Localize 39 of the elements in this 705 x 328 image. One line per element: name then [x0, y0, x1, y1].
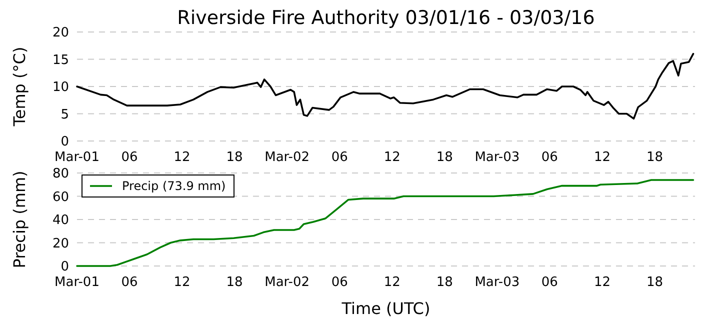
x-tick-label: 18 — [436, 275, 453, 290]
x-tick-label: 18 — [226, 275, 243, 290]
legend-label: Precip (73.9 mm) — [122, 179, 226, 194]
x-tick-label: Mar-02 — [264, 275, 310, 290]
x-tick-label: 12 — [594, 150, 610, 165]
x-tick-label: 06 — [121, 275, 138, 290]
x-tick-label: 18 — [226, 150, 243, 165]
x-tick-label: Mar-02 — [264, 150, 310, 165]
x-tick-label: 18 — [646, 150, 664, 165]
y-tick-label: 10 — [52, 80, 69, 96]
x-tick-label: 06 — [331, 150, 348, 165]
y-tick-label: 40 — [52, 213, 69, 228]
y-tick-label: 5 — [60, 107, 69, 122]
y-tick-label: 20 — [52, 26, 69, 41]
x-tick-label: Mar-03 — [474, 275, 520, 290]
x-tick-label: 12 — [594, 275, 610, 290]
y-tick-label: 0 — [60, 134, 69, 150]
y-axis-title: Temp (°C) — [10, 46, 29, 128]
x-tick-label: Mar-03 — [474, 150, 520, 165]
x-tick-label: Mar-01 — [54, 150, 100, 165]
x-tick-label: 12 — [174, 275, 190, 290]
x-axis-title: Time (UTC) — [340, 299, 430, 318]
y-axis-title: Precip (mm) — [10, 170, 29, 268]
x-tick-label: 06 — [541, 275, 558, 290]
y-tick-label: 60 — [52, 190, 69, 205]
x-tick-label: 06 — [121, 150, 138, 165]
chart-title: Riverside Fire Authority 03/01/16 - 03/03/16 — [177, 7, 595, 29]
x-tick-label: 12 — [384, 150, 400, 165]
y-tick-label: 20 — [52, 236, 69, 252]
y-tick-label: 0 — [60, 260, 69, 275]
x-tick-label: 18 — [436, 150, 453, 165]
x-tick-label: 06 — [331, 275, 348, 290]
y-tick-label: 15 — [52, 52, 69, 68]
x-tick-label: Mar-01 — [54, 275, 100, 290]
x-tick-label: 18 — [646, 275, 664, 290]
x-tick-label: 12 — [174, 150, 190, 165]
y-tick-label: 80 — [52, 166, 69, 182]
x-tick-label: 06 — [541, 150, 558, 165]
x-tick-label: 12 — [384, 275, 400, 290]
